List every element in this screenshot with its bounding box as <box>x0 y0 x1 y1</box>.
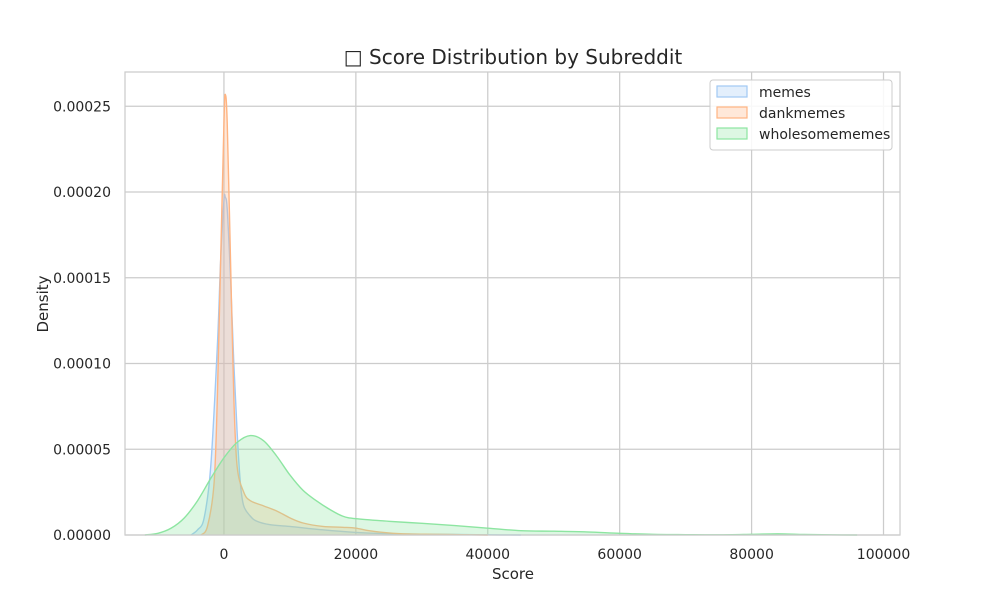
x-tick-label: 20000 <box>334 547 379 563</box>
x-tick-label: 60000 <box>597 547 642 563</box>
legend-swatch <box>716 85 748 98</box>
legend: memes dankmemes wholesomememes <box>709 79 893 151</box>
plot-frame <box>124 71 901 536</box>
x-tick-label: 40000 <box>465 547 510 563</box>
series-area-wholesomememes <box>144 435 858 535</box>
x-tick-labels: 0 20000 40000 60000 80000 100000 <box>219 547 910 563</box>
legend-swatch <box>716 127 748 140</box>
x-tick-label: 80000 <box>729 547 774 563</box>
chart-title: □ Score Distribution by Subreddit <box>344 45 683 69</box>
series-layer <box>144 93 858 536</box>
legend-label: memes <box>759 85 811 101</box>
series-area-memes <box>190 194 521 535</box>
series-area-dankmemes <box>200 94 488 535</box>
x-tick-label: 100000 <box>857 547 910 563</box>
y-tick-label: 0.00015 <box>53 271 111 287</box>
y-tick-label: 0.00010 <box>53 357 111 373</box>
series-line-dankmemes <box>200 93 488 536</box>
series-line-memes <box>190 193 521 536</box>
x-tick-label: 0 <box>219 547 228 563</box>
legend-label: wholesomememes <box>759 127 890 143</box>
y-tick-label: 0.00005 <box>53 442 111 458</box>
y-tick-label: 0.00025 <box>53 99 111 115</box>
y-tick-label: 0.00000 <box>53 528 111 544</box>
y-tick-labels: 0.00000 0.00005 0.00010 0.00015 0.00020 0.000… <box>53 99 111 544</box>
y-tick-label: 0.00020 <box>53 185 111 201</box>
legend-label: dankmemes <box>759 106 845 122</box>
legend-swatch <box>716 106 748 119</box>
x-axis-label: Score <box>492 565 534 583</box>
legend-box <box>709 79 893 151</box>
y-axis-label: Density <box>34 275 52 332</box>
